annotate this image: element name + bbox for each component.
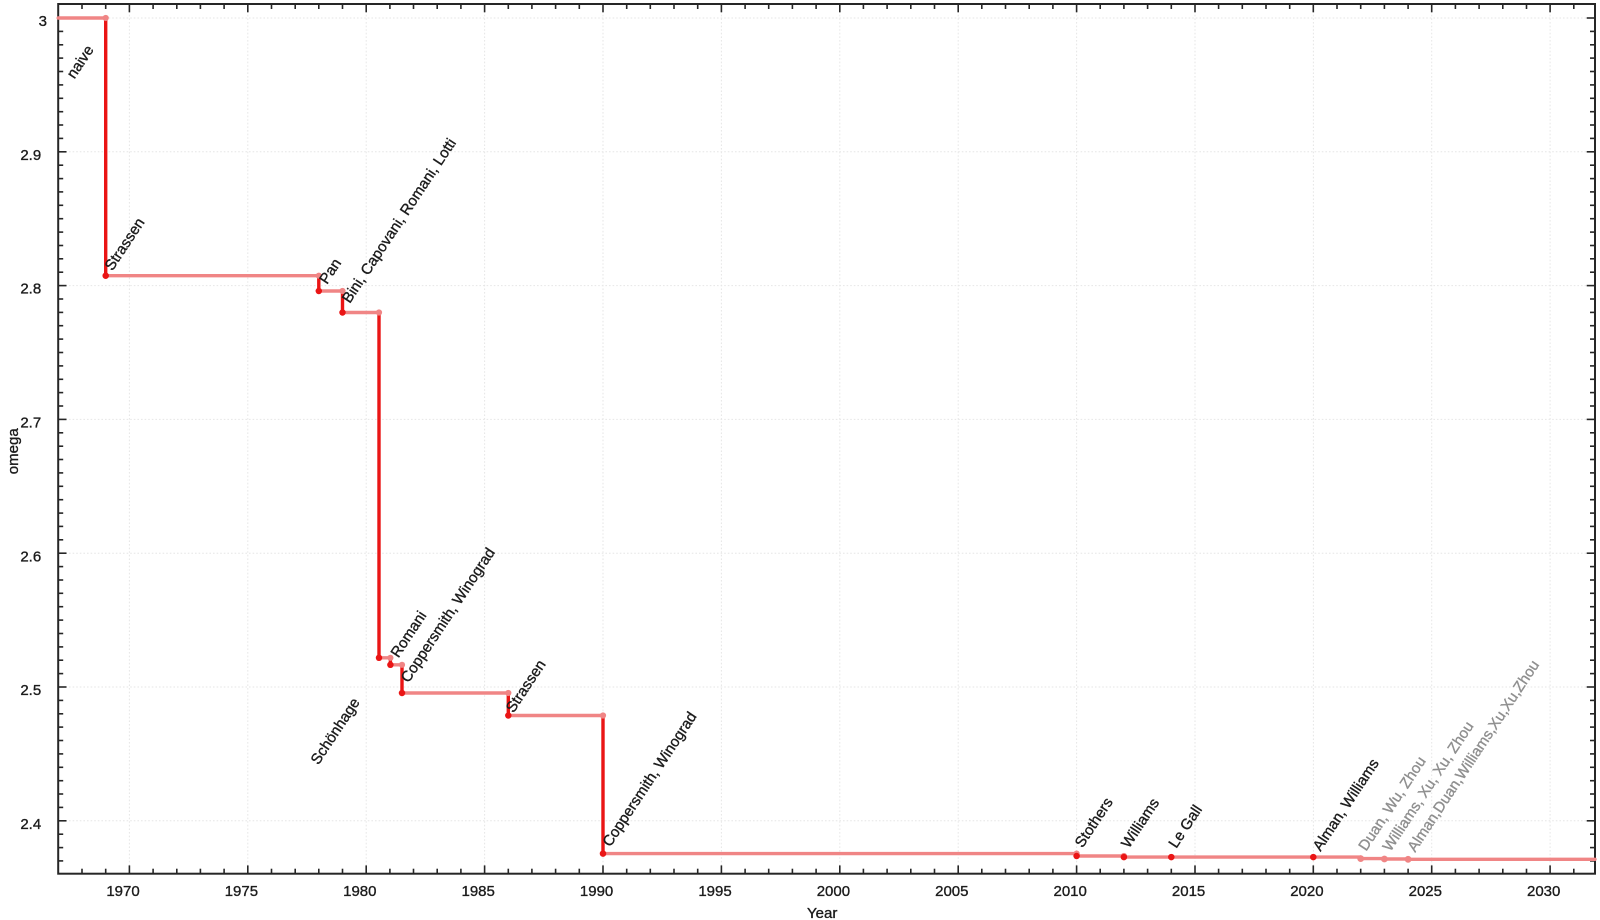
svg-text:Year: Year: [807, 905, 837, 920]
svg-text:1990: 1990: [580, 883, 613, 900]
svg-text:1980: 1980: [343, 883, 376, 900]
svg-text:2.8: 2.8: [20, 281, 41, 298]
svg-text:2020: 2020: [1290, 883, 1323, 900]
svg-text:3: 3: [39, 13, 47, 30]
svg-text:2.5: 2.5: [20, 682, 41, 699]
svg-text:1995: 1995: [698, 883, 731, 900]
svg-text:2.9: 2.9: [20, 147, 41, 164]
svg-text:2.6: 2.6: [20, 548, 41, 565]
svg-text:1975: 1975: [225, 883, 258, 900]
svg-text:2005: 2005: [935, 883, 968, 900]
svg-text:2015: 2015: [1172, 883, 1205, 900]
svg-text:2030: 2030: [1527, 883, 1560, 900]
svg-text:2000: 2000: [817, 883, 850, 900]
svg-text:2.4: 2.4: [20, 816, 41, 833]
svg-text:2.7: 2.7: [20, 415, 41, 432]
svg-text:omega: omega: [5, 428, 22, 475]
svg-text:2010: 2010: [1054, 883, 1087, 900]
svg-text:1985: 1985: [462, 883, 495, 900]
svg-text:1970: 1970: [106, 883, 139, 900]
svg-text:2025: 2025: [1409, 883, 1442, 900]
